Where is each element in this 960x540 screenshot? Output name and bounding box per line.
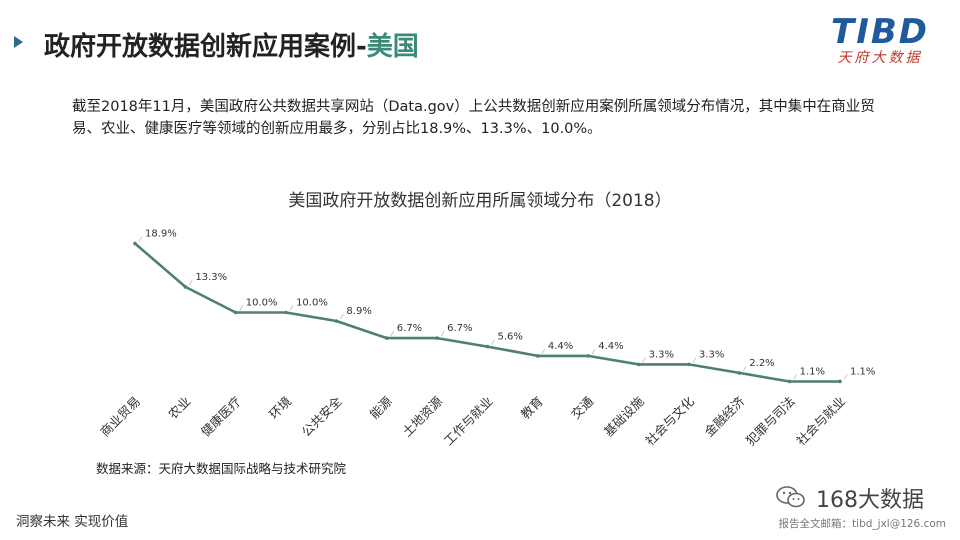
data-label: 3.3% [699,349,724,360]
x-tick-label: 健康医疗 [198,394,244,440]
x-tick-label: 能源 [367,393,396,422]
data-point [687,362,691,367]
data-point [838,379,842,384]
x-tick-label: 土地资源 [399,393,445,439]
data-label: 1.1% [850,366,875,377]
data-label-leader [843,374,848,380]
wechat-account: 168大数据 [776,482,946,513]
data-label: 3.3% [649,349,674,360]
data-point [334,319,339,323]
x-tick-label: 环境 [266,394,294,422]
data-label: 4.4% [548,341,573,352]
x-tick-label: 商业贸易 [97,394,143,440]
data-label-leader [793,374,797,380]
x-tick-label: 公共安全 [299,393,345,439]
logo-subtext: 天府大数据 [837,50,923,66]
data-label-leader [189,279,193,286]
data-point [536,354,540,358]
x-tick-label: 工作与就业 [441,394,496,449]
series-line [134,242,840,383]
data-label-leader [541,348,546,355]
data-point [284,310,288,315]
footer-email: 报告全文邮箱：tibd_jxl@126.com [778,518,946,530]
x-tick-label: 农业 [165,394,193,422]
chart-title: 美国政府开放数据创新应用所属领域分布（2018） [288,191,672,211]
data-point [737,371,742,375]
x-tick-label: 犯罪与司法 [743,394,798,449]
data-label: 18.9% [145,229,177,240]
logo-text: TIBD [831,12,929,52]
x-tick-label: 教育 [518,394,546,422]
data-label: 2.2% [749,358,774,369]
data-label-leader [138,236,143,242]
data-label-leader [239,305,244,311]
x-tick-label: 基础设施 [601,393,647,439]
data-label: 8.9% [346,306,371,317]
data-point [636,362,641,367]
tibd-logo: TIBD 天府大数据 [820,14,940,70]
title-arrow-icon [14,36,23,48]
data-label-leader [742,365,747,372]
data-label: 10.0% [296,298,328,309]
data-point [485,344,490,349]
data-label: 6.7% [397,323,422,334]
page-title: 政府开放数据创新应用案例-美国 [44,26,419,63]
data-label: 13.3% [195,272,227,283]
data-label: 1.1% [800,366,825,377]
data-label: 6.7% [447,323,472,334]
data-label-leader [692,357,697,363]
footer-slogan: 洞察未来 实现价值 [16,514,129,530]
data-label-leader [289,305,294,311]
wechat-name: 168大数据 [816,488,924,513]
data-label: 5.6% [498,332,523,343]
data-point [787,379,792,384]
x-tick-label: 社会与就业 [793,394,848,449]
page-title-main: 政府开放数据创新应用案例- [44,32,367,62]
data-source: 数据来源：天府大数据国际战略与技术研究院 [96,461,347,476]
wechat-icon [776,486,805,508]
description-text: 截至2018年11月，美国政府公共数据共享网站（Data.gov）上公共数据创新… [72,99,875,137]
data-point [384,336,389,340]
data-point [133,241,137,246]
data-point [233,310,238,315]
data-label: 4.4% [598,341,623,352]
data-label-leader [591,348,596,355]
page-title-accent: 美国 [366,32,419,62]
data-label-leader [440,330,445,337]
data-point [586,354,591,358]
data-label-leader [642,357,646,363]
data-label-leader [390,330,395,337]
data-point [183,285,188,289]
data-label: 10.0% [246,298,278,309]
x-tick-label: 社会与文化 [642,393,697,448]
data-label-leader [491,339,495,345]
x-tick-label: 交通 [568,393,597,422]
data-point [435,336,439,340]
data-label-leader [340,313,344,320]
x-tick-label: 金融经济 [701,393,747,439]
